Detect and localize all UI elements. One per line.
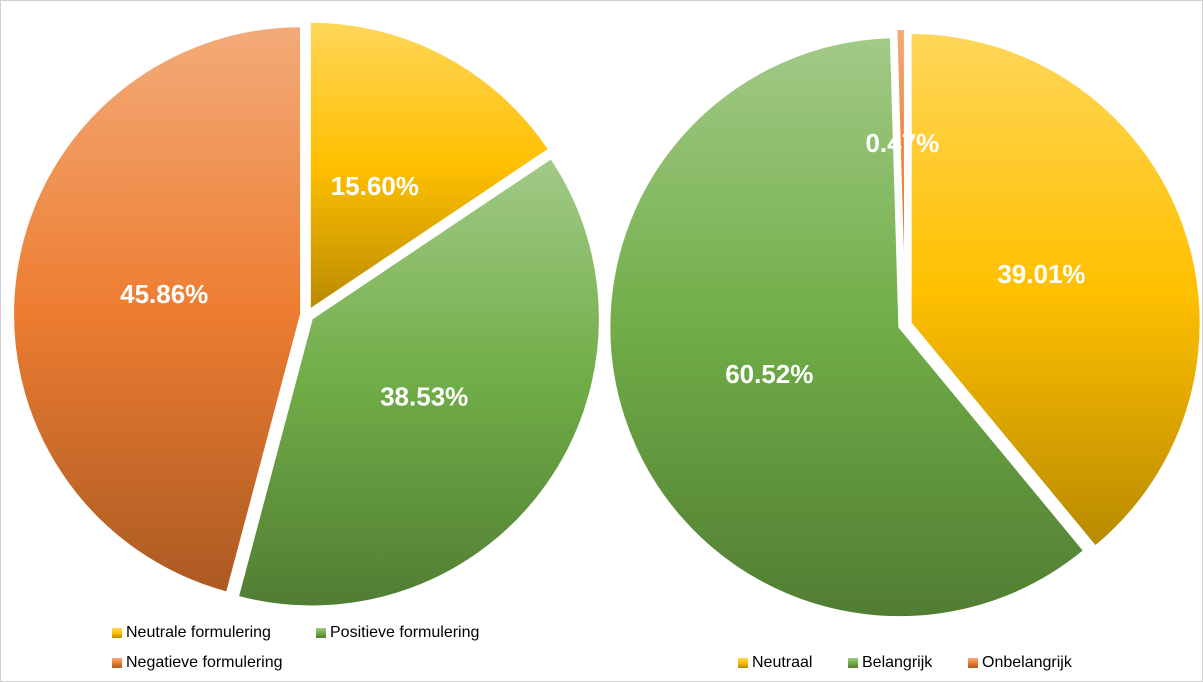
data-label: 60.52% xyxy=(725,359,813,389)
pie-slice xyxy=(12,25,303,594)
legend-label: Belangrijk xyxy=(862,654,933,671)
data-label: 0.47% xyxy=(865,128,939,158)
pie-slice xyxy=(909,31,1202,548)
data-label: 15.60% xyxy=(331,171,419,201)
legend-swatch xyxy=(316,628,326,638)
pie-slice xyxy=(895,28,906,320)
pie-slice xyxy=(308,20,551,312)
legend-label: Negatieve formulering xyxy=(126,654,283,671)
legend-label: Positieve formulering xyxy=(330,624,479,641)
legend-swatch xyxy=(112,658,122,668)
data-label: 45.86% xyxy=(120,279,208,309)
legend-label: Onbelangrijk xyxy=(982,654,1073,671)
data-label: 38.53% xyxy=(380,382,468,412)
legend-swatch xyxy=(848,658,858,668)
pie-slice xyxy=(608,36,1086,619)
legend-swatch xyxy=(738,658,748,668)
legend-swatch xyxy=(112,628,122,638)
pie-slice xyxy=(236,156,601,608)
legend-label: Neutrale formulering xyxy=(126,624,271,641)
data-label: 39.01% xyxy=(997,259,1085,289)
legend-label: Neutraal xyxy=(752,654,812,671)
legend-swatch xyxy=(968,658,978,668)
